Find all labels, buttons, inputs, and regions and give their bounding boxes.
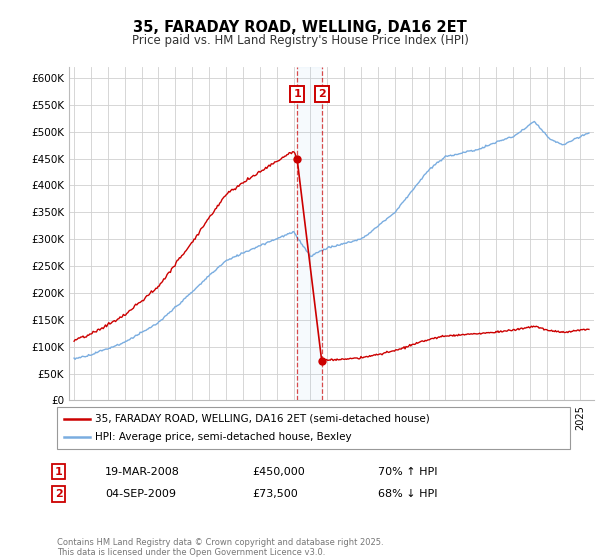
Text: 19-MAR-2008: 19-MAR-2008 (105, 466, 180, 477)
Text: 04-SEP-2009: 04-SEP-2009 (105, 489, 176, 499)
Bar (297, 67, 322, 400)
Text: HPI: Average price, semi-detached house, Bexley: HPI: Average price, semi-detached house,… (95, 432, 352, 442)
Text: 2: 2 (318, 89, 326, 99)
Text: Price paid vs. HM Land Registry's House Price Index (HPI): Price paid vs. HM Land Registry's House … (131, 34, 469, 46)
Text: 35, FARADAY ROAD, WELLING, DA16 2ET (semi-detached house): 35, FARADAY ROAD, WELLING, DA16 2ET (sem… (95, 414, 430, 424)
Text: 68% ↓ HPI: 68% ↓ HPI (378, 489, 437, 499)
Text: 2: 2 (55, 489, 62, 499)
Text: 1: 1 (293, 89, 301, 99)
Text: 70% ↑ HPI: 70% ↑ HPI (378, 466, 437, 477)
Text: 1: 1 (55, 466, 62, 477)
Text: £73,500: £73,500 (252, 489, 298, 499)
Text: 35, FARADAY ROAD, WELLING, DA16 2ET: 35, FARADAY ROAD, WELLING, DA16 2ET (133, 20, 467, 35)
Text: Contains HM Land Registry data © Crown copyright and database right 2025.
This d: Contains HM Land Registry data © Crown c… (57, 538, 383, 557)
Text: £450,000: £450,000 (252, 466, 305, 477)
